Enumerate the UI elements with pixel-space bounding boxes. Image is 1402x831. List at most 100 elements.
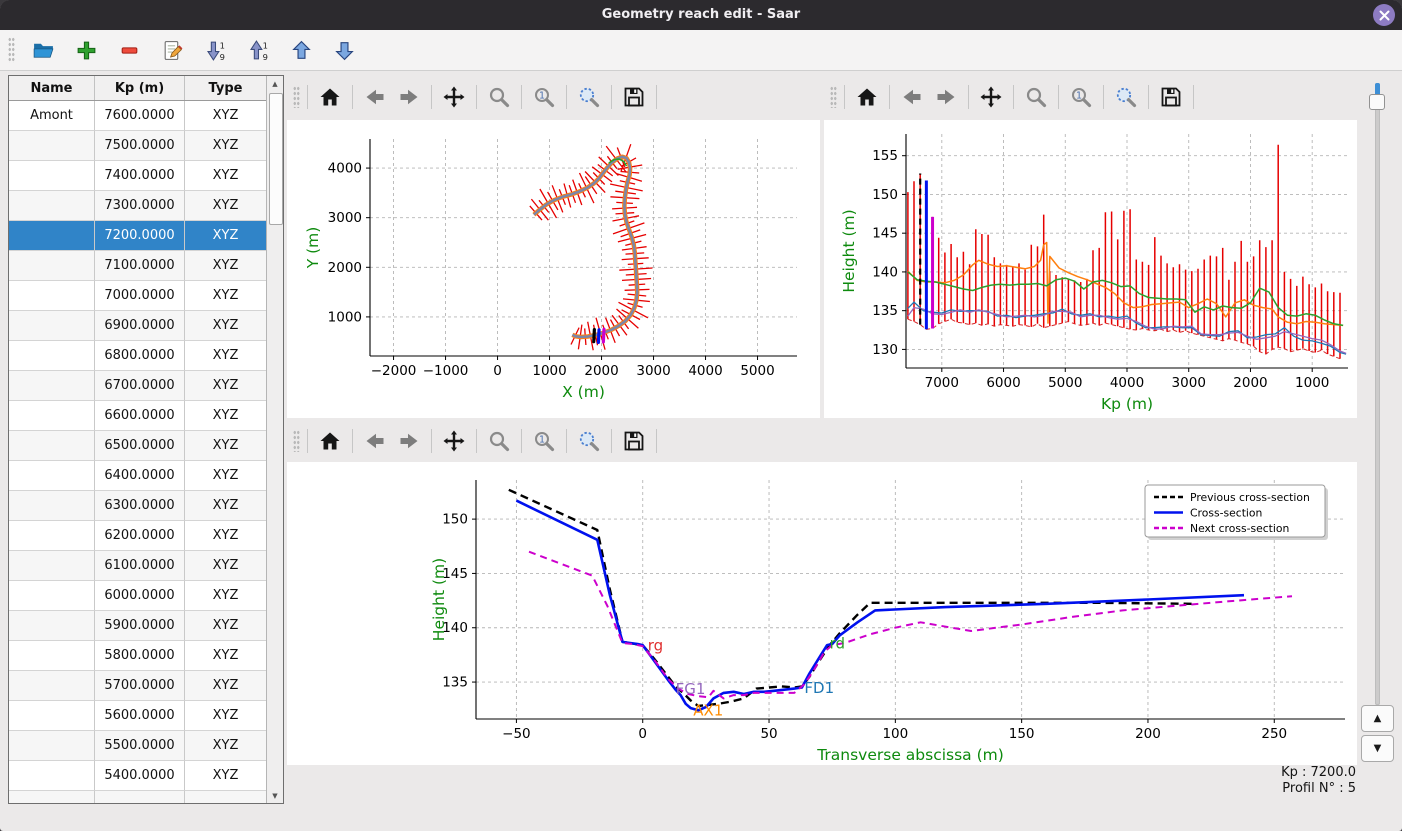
zoom-region-button[interactable] [1111, 82, 1141, 112]
kp-cell[interactable]: 5900.0000 [95, 611, 185, 641]
next-profile-button[interactable]: ▼ [1361, 735, 1394, 762]
kp-cell[interactable]: 6100.0000 [95, 551, 185, 581]
move-profile-up-button[interactable] [286, 35, 316, 65]
kp-cell[interactable]: 6700.0000 [95, 371, 185, 401]
cross-section-plot-canvas[interactable]: −50 0 50 100 150 200 250 135 140 145 150 Transverse… [287, 462, 1357, 765]
kp-cell[interactable]: 7600.0000 [95, 101, 185, 131]
back-button[interactable] [360, 82, 390, 112]
edit-profile-button[interactable] [157, 35, 187, 65]
scroll-up-arrow-icon[interactable]: ▲ [272, 79, 278, 88]
type-cell[interactable]: XYZ [185, 311, 267, 341]
type-cell[interactable]: XYZ [185, 671, 267, 701]
forward-button[interactable] [931, 82, 961, 112]
name-cell[interactable] [9, 311, 95, 341]
pan-button[interactable] [439, 426, 469, 456]
name-cell[interactable] [9, 401, 95, 431]
pan-button[interactable] [976, 82, 1006, 112]
kp-cell[interactable]: 7500.0000 [95, 131, 185, 161]
type-cell[interactable]: XYZ [185, 341, 267, 371]
table-row[interactable]: 6600.0000 XYZ [9, 401, 267, 431]
table-row[interactable]: 7100.0000 XYZ [9, 251, 267, 281]
type-cell[interactable]: XYZ [185, 161, 267, 191]
table-row[interactable]: 5700.0000 XYZ [9, 671, 267, 701]
name-cell[interactable] [9, 131, 95, 161]
zoom-button[interactable] [484, 82, 514, 112]
name-cell[interactable] [9, 221, 95, 251]
kp-cell[interactable]: 6800.0000 [95, 341, 185, 371]
kp-cell[interactable]: 7100.0000 [95, 251, 185, 281]
kp-cell[interactable]: 7400.0000 [95, 161, 185, 191]
table-row[interactable]: Amont 7600.0000 XYZ [9, 101, 267, 131]
kp-cell[interactable]: 7000.0000 [95, 281, 185, 311]
table-row[interactable]: 6400.0000 XYZ [9, 461, 267, 491]
add-profile-button[interactable] [71, 35, 101, 65]
table-row[interactable]: 5500.0000 XYZ [9, 731, 267, 761]
save-button[interactable] [1156, 82, 1186, 112]
type-cell[interactable]: XYZ [185, 521, 267, 551]
type-cell[interactable]: XYZ [185, 251, 267, 281]
toolbar-grip[interactable] [830, 86, 837, 108]
zoom-region-button[interactable] [574, 426, 604, 456]
name-cell[interactable] [9, 191, 95, 221]
name-cell[interactable] [9, 521, 95, 551]
name-cell[interactable] [9, 731, 95, 761]
forward-button[interactable] [394, 82, 424, 112]
kp-cell[interactable]: 5700.0000 [95, 671, 185, 701]
name-cell[interactable] [9, 641, 95, 671]
home-button[interactable] [315, 426, 345, 456]
profile-plot-canvas[interactable]: 7000 6000 5000 4000 3000 2000 1000 130 135 140 145… [824, 120, 1357, 418]
kp-cell[interactable]: 7300.0000 [95, 191, 185, 221]
type-cell[interactable]: XYZ [185, 461, 267, 491]
table-row[interactable] [9, 791, 267, 803]
name-cell[interactable] [9, 281, 95, 311]
zoom-one-button[interactable]: 1 [529, 426, 559, 456]
save-button[interactable] [619, 82, 649, 112]
zoom-button[interactable] [1021, 82, 1051, 112]
type-cell[interactable]: XYZ [185, 191, 267, 221]
kp-cell[interactable]: 6600.0000 [95, 401, 185, 431]
table-row[interactable]: 7300.0000 XYZ [9, 191, 267, 221]
type-cell[interactable]: XYZ [185, 551, 267, 581]
plan-plot-canvas[interactable]: −2000 −1000 0 1000 2000 3000 4000 5000 1000 2000 3… [287, 120, 820, 418]
type-cell[interactable]: XYZ [185, 131, 267, 161]
kp-cell[interactable]: 5500.0000 [95, 731, 185, 761]
type-cell[interactable]: XYZ [185, 101, 267, 131]
kp-cell[interactable]: 5600.0000 [95, 701, 185, 731]
type-cell[interactable]: XYZ [185, 431, 267, 461]
table-scrollbar-thumb[interactable] [268, 93, 283, 225]
kp-cell[interactable]: 6500.0000 [95, 431, 185, 461]
home-button[interactable] [852, 82, 882, 112]
type-cell[interactable]: XYZ [185, 281, 267, 311]
table-row[interactable]: 7400.0000 XYZ [9, 161, 267, 191]
name-cell[interactable] [9, 611, 95, 641]
table-row[interactable]: 6100.0000 XYZ [9, 551, 267, 581]
name-cell[interactable] [9, 701, 95, 731]
type-cell[interactable]: XYZ [185, 401, 267, 431]
kp-cell[interactable]: 6000.0000 [95, 581, 185, 611]
zoom-one-button[interactable]: 1 [1066, 82, 1096, 112]
zoom-button[interactable] [484, 426, 514, 456]
column-header-kpm[interactable]: Kp (m) [95, 76, 185, 100]
kp-cell[interactable]: 6200.0000 [95, 521, 185, 551]
close-button[interactable] [1373, 4, 1395, 26]
type-cell[interactable]: XYZ [185, 581, 267, 611]
table-row[interactable]: 5600.0000 XYZ [9, 701, 267, 731]
table-row[interactable]: 7200.0000 XYZ [9, 221, 267, 251]
name-cell[interactable] [9, 761, 95, 791]
table-row[interactable]: 6300.0000 XYZ [9, 491, 267, 521]
type-cell[interactable]: XYZ [185, 371, 267, 401]
table-row[interactable]: 7500.0000 XYZ [9, 131, 267, 161]
slider-groove[interactable] [1374, 83, 1380, 705]
column-header-type[interactable]: Type [185, 76, 267, 100]
kp-cell[interactable]: 6400.0000 [95, 461, 185, 491]
save-button[interactable] [619, 426, 649, 456]
name-cell[interactable] [9, 341, 95, 371]
table-row[interactable]: 6000.0000 XYZ [9, 581, 267, 611]
name-cell[interactable] [9, 491, 95, 521]
type-cell[interactable]: XYZ [185, 221, 267, 251]
back-button[interactable] [897, 82, 927, 112]
pan-button[interactable] [439, 82, 469, 112]
scroll-down-arrow-icon[interactable]: ▼ [272, 791, 278, 800]
